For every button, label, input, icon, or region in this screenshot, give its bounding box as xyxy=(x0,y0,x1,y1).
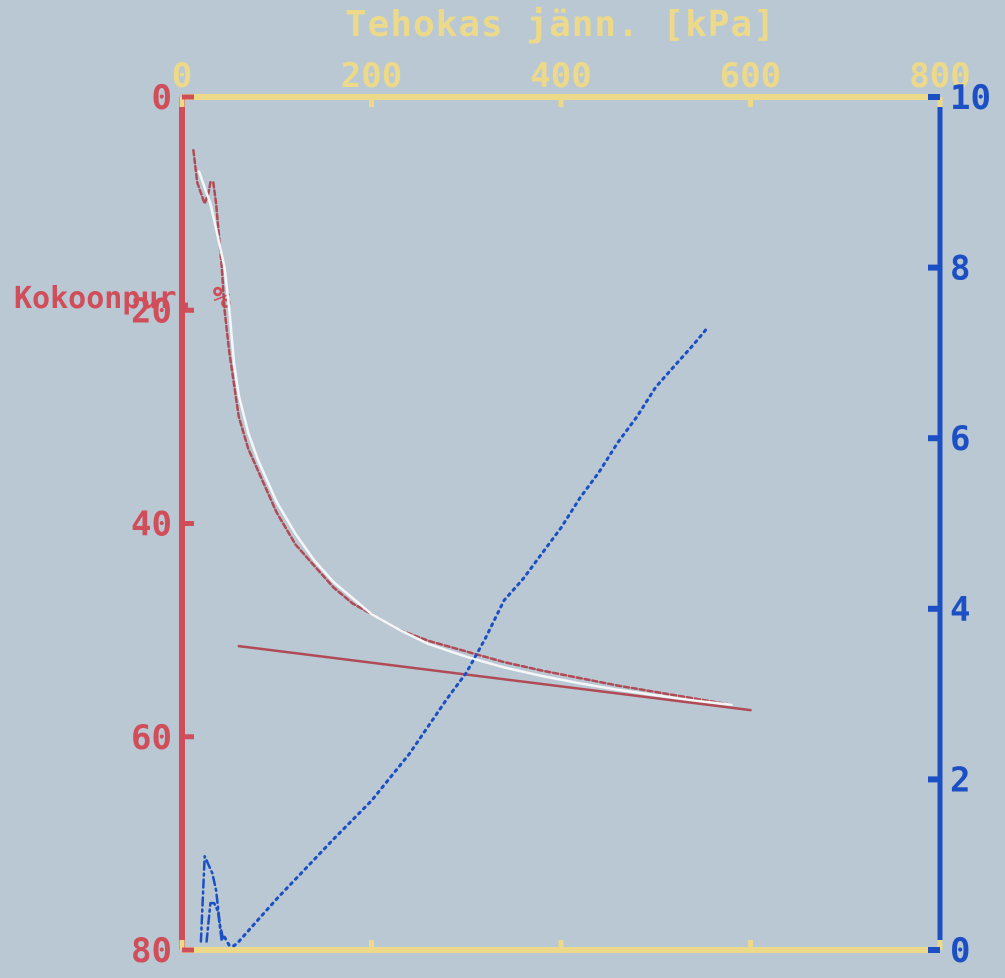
x-axis-title: Tehokas jänn. [kPa] xyxy=(345,4,776,45)
y2-tick-label: 8 xyxy=(950,249,970,289)
y2-tick-label: 6 xyxy=(950,419,970,459)
x-tick-label: 600 xyxy=(720,56,781,96)
series-line-2 xyxy=(197,170,733,707)
y-tick-label: 20 xyxy=(131,291,172,331)
series-line-5 xyxy=(199,854,225,943)
y-tick-label: 60 xyxy=(131,718,172,758)
series-line-1 xyxy=(192,149,733,707)
y-tick-label: 40 xyxy=(131,505,172,545)
x-tick-label: 200 xyxy=(341,56,402,96)
series-line-4 xyxy=(223,325,710,948)
y2-tick-label: 0 xyxy=(950,931,970,971)
x-tick-label: 0 xyxy=(172,56,192,96)
y2-tick-label: 10 xyxy=(950,78,991,118)
series-line-3 xyxy=(237,644,752,712)
x-tick-label: 800 xyxy=(909,56,970,96)
y2-tick-label: 2 xyxy=(950,760,970,800)
series-line-6 xyxy=(205,901,224,943)
x-tick-label: 400 xyxy=(530,56,591,96)
y-tick-label: 80 xyxy=(131,931,172,971)
y-tick-label: 0 xyxy=(152,78,172,118)
y2-tick-label: 4 xyxy=(950,590,970,630)
